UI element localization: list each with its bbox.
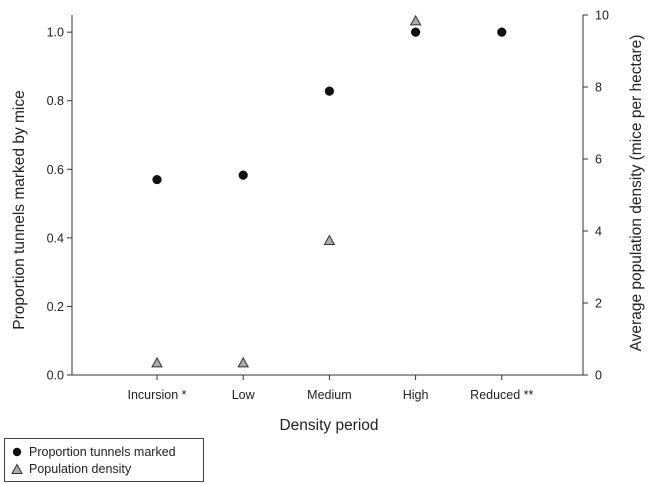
left-tick-label: 0.0: [47, 369, 64, 383]
density-point: [409, 14, 422, 26]
left-axis-ticks: 0.0 0.2 0.4 0.6 0.8 1.0: [47, 26, 72, 383]
x-tick-label: Incursion *: [127, 388, 186, 402]
left-tick-label: 0.4: [47, 231, 64, 245]
chart-marks: [151, 14, 507, 368]
proportion-point: [238, 170, 248, 180]
left-tick-label: 1.0: [47, 26, 64, 40]
left-tick-label: 0.8: [47, 94, 64, 108]
x-tick-label: Medium: [307, 388, 351, 402]
triangle-marker-icon: [11, 463, 23, 474]
legend-item-proportion: Proportion tunnels marked: [11, 444, 176, 460]
chart-axes: [71, 15, 584, 376]
right-tick-label: 8: [595, 81, 602, 95]
right-tick-label: 6: [595, 153, 602, 167]
proportion-point: [152, 174, 162, 185]
right-tick-label: 2: [595, 297, 602, 311]
x-axis-ticks: Incursion * Low Medium High Reduced **: [127, 375, 534, 402]
x-tick-label: Low: [232, 388, 256, 402]
x-tick-label: Reduced **: [470, 388, 533, 402]
y2-axis-title: Average population density (mice per hec…: [628, 35, 645, 352]
x-axis-title: Density period: [279, 417, 378, 434]
proportion-point: [497, 27, 507, 37]
right-axis-ticks: 0 2 4 6 8 10: [583, 9, 609, 383]
density-point: [237, 356, 250, 368]
legend-item-density: Population density: [11, 461, 131, 477]
density-point: [323, 234, 336, 245]
legend-label-proportion: Proportion tunnels marked: [29, 445, 176, 459]
density-point: [151, 356, 163, 368]
legend: Proportion tunnels marked Population den…: [4, 438, 204, 482]
right-tick-label: 4: [595, 225, 602, 239]
left-tick-label: 0.6: [47, 163, 64, 177]
legend-label-density: Population density: [29, 462, 132, 476]
left-tick-label: 0.2: [47, 300, 64, 314]
proportion-point: [411, 27, 421, 37]
proportion-point: [324, 86, 334, 96]
right-tick-label: 10: [595, 9, 609, 23]
y-axis-title: Proportion tunnels marked by mice: [11, 90, 28, 330]
right-tick-label: 0: [595, 369, 602, 383]
x-tick-label: High: [403, 388, 429, 402]
circle-marker-icon: [12, 447, 22, 457]
